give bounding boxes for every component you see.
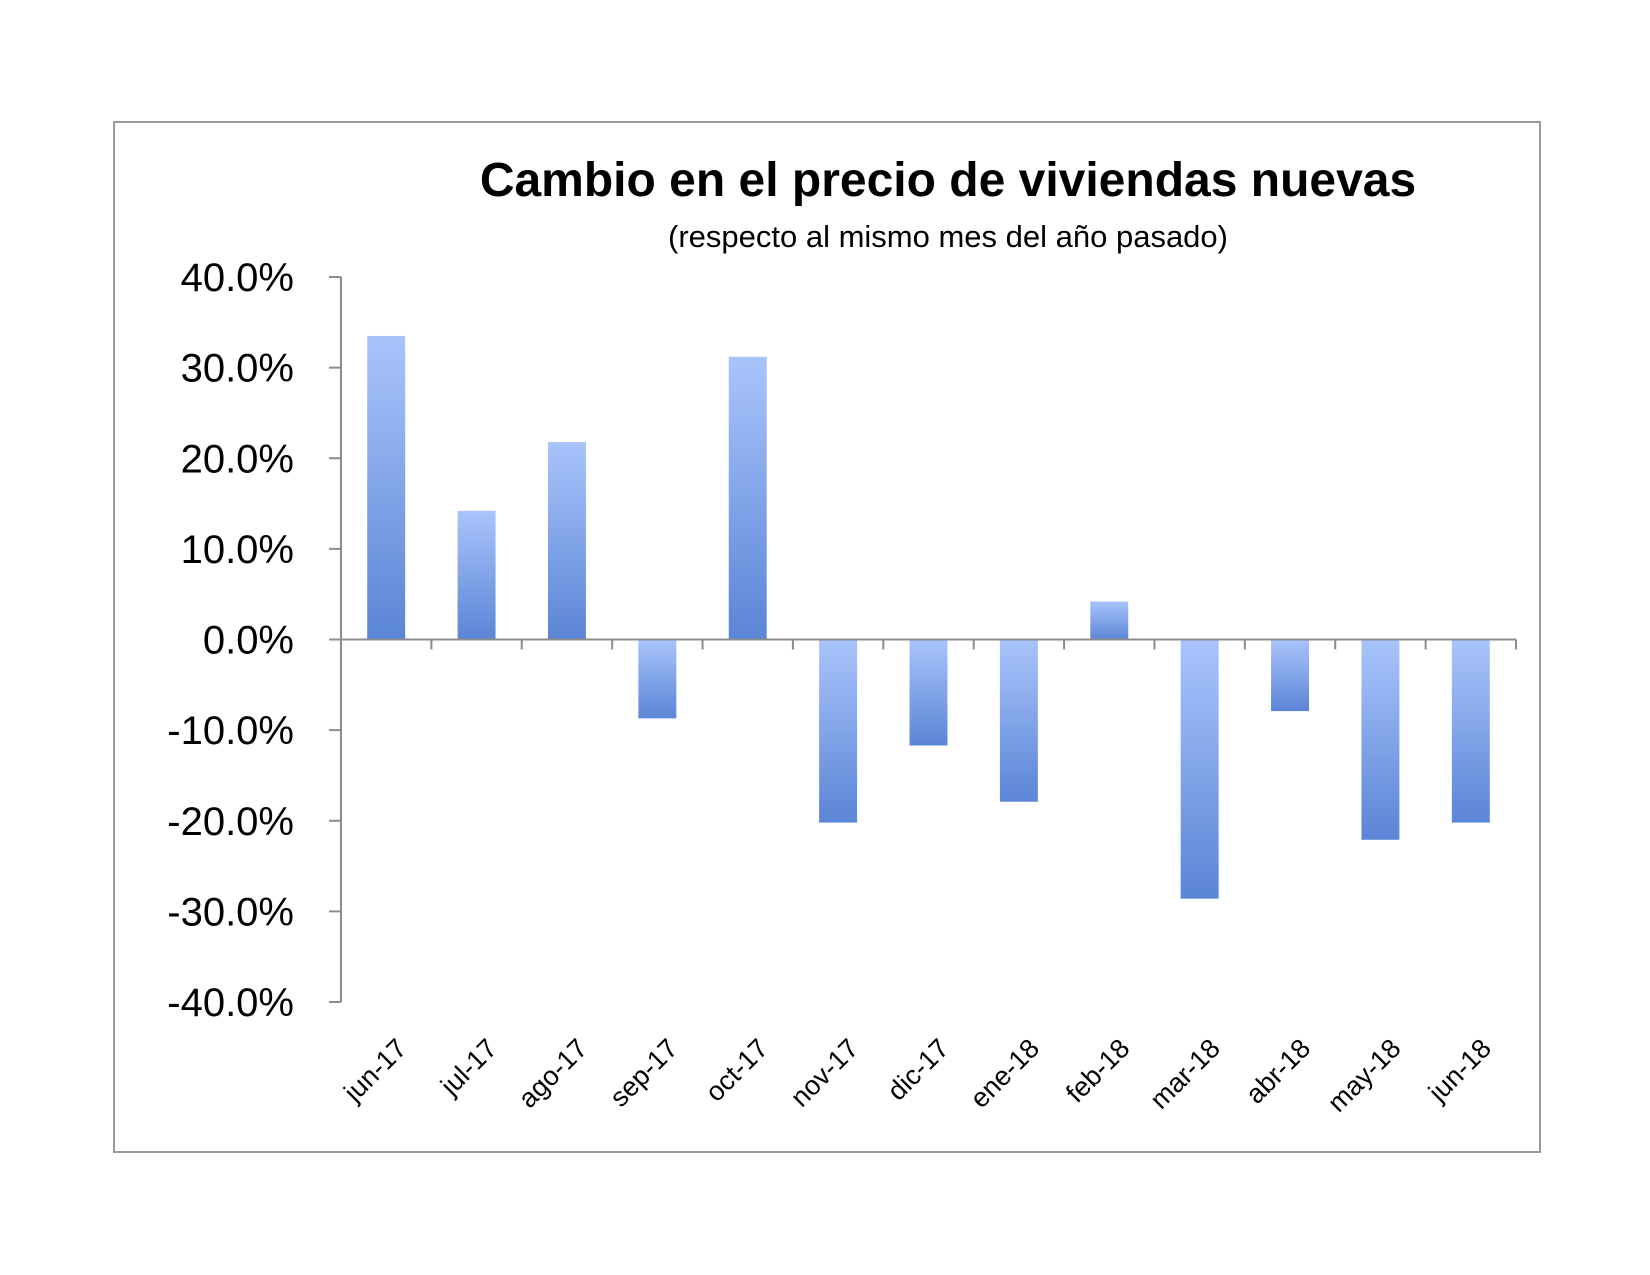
axes [329,276,1517,1003]
x-tick-label: nov-17 [785,1033,865,1113]
x-tick-label: abr-18 [1240,1033,1316,1109]
bar-oct-17 [728,356,767,640]
bar-feb-18 [1090,601,1129,640]
x-tick-label: jul-17 [434,1033,503,1102]
bar-jul-17 [457,510,496,640]
y-tick-label: -20.0% [167,800,294,844]
bar-jun-17 [367,335,406,640]
y-tick-label: -30.0% [167,890,294,934]
y-tick-label: -40.0% [167,981,294,1025]
x-tick-label: jun-18 [1422,1033,1497,1108]
x-tick-label: feb-18 [1060,1033,1135,1108]
chart-title: Cambio en el precio de viviendas nuevas [480,154,1416,207]
y-tick-label: 30.0% [181,347,294,391]
x-tick-label: mar-18 [1144,1033,1226,1115]
chart-frame [113,121,1541,1153]
bar-mar-18 [1180,639,1219,899]
y-tick-label: 20.0% [181,437,294,481]
x-tick-label: ene-18 [964,1033,1045,1114]
bar-dic-17 [909,639,948,746]
bar-nov-17 [819,639,858,823]
x-tick-label: oct-17 [700,1033,774,1107]
x-tick-label: jun-17 [337,1033,412,1108]
x-tick-label: ago-17 [513,1033,594,1114]
y-tick-label: 10.0% [181,528,294,572]
x-tick-label: may-18 [1322,1033,1407,1118]
x-tick-label: sep-17 [604,1033,684,1113]
x-tick-label: dic-17 [882,1033,955,1106]
bar-ene-18 [999,639,1038,802]
x-tick-labels: jun-17 jul-17 ago-17 sep-17 oct-17 nov-17 dic-… [337,1033,1497,1118]
bar-abr-18 [1271,639,1310,712]
bar-sep-17 [638,639,677,719]
y-tick-labels: 40.0% 30.0% 20.0% 10.0% 0.0% -10.0% -20.0% -30.… [167,256,294,1025]
bar-jun-18 [1451,639,1490,823]
chart-subtitle: (respecto al mismo mes del año pasado) [668,219,1228,254]
y-tick-label: -10.0% [167,709,294,753]
y-tick-label: 40.0% [181,256,294,300]
bars [367,335,1490,899]
bar-may-18 [1361,639,1400,840]
y-tick-label: 0.0% [203,619,294,663]
bar-ago-17 [547,441,586,640]
